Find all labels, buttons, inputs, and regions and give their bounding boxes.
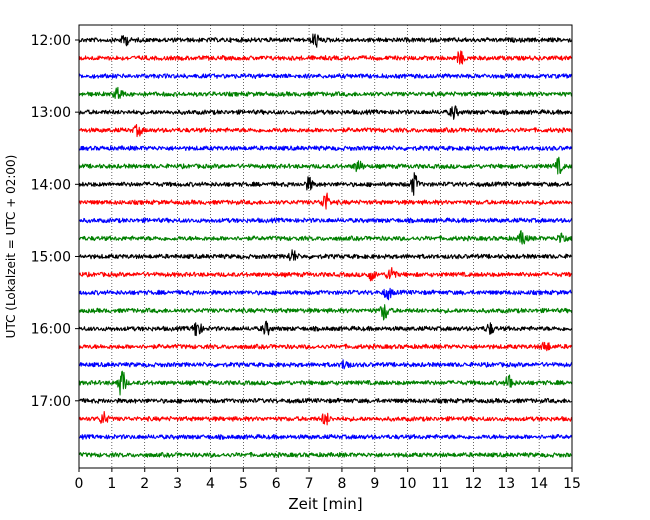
x-tick-label-9: 9 (370, 476, 379, 492)
x-tick-label-11: 11 (432, 476, 450, 492)
trace-9 (78, 192, 573, 210)
x-tick-label-10: 10 (399, 476, 417, 492)
trace-6 (78, 145, 573, 152)
trace-20 (78, 397, 573, 404)
x-tick-label-8: 8 (337, 476, 346, 492)
trace-4 (78, 105, 573, 120)
trace-22 (78, 433, 573, 440)
x-tick-label-2: 2 (140, 476, 149, 492)
x-tick-label-4: 4 (206, 476, 215, 492)
trace-3 (78, 86, 573, 99)
trace-16 (78, 320, 573, 337)
y-tick-label-1: 13:00 (31, 105, 71, 121)
trace-13 (78, 267, 572, 282)
x-tick-label-14: 14 (530, 476, 548, 492)
y-tick-label-2: 14:00 (31, 177, 71, 193)
x-axis: 0 1 2 3 4 5 6 7 8 9 10 11 12 13 14 15 (75, 468, 581, 492)
y-tick-label-4: 16:00 (31, 322, 71, 338)
trace-5 (78, 124, 573, 138)
trace-19 (78, 370, 573, 396)
x-tick-label-5: 5 (239, 476, 248, 492)
trace-0 (78, 33, 573, 48)
trace-23 (78, 451, 573, 458)
trace-14 (78, 287, 573, 301)
trace-17 (78, 341, 573, 352)
y-tick-label-5: 17:00 (31, 394, 71, 410)
x-tick-label-6: 6 (272, 476, 281, 492)
x-tick-label-7: 7 (305, 476, 314, 492)
y-axis-label: UTC (Lokalzeit = UTC + 02:00) (4, 155, 18, 339)
trace-12 (78, 249, 573, 262)
trace-8 (78, 172, 573, 196)
trace-15 (78, 304, 573, 321)
x-tick-label-13: 13 (497, 476, 515, 492)
x-tick-label-15: 15 (563, 476, 581, 492)
x-tick-label-12: 12 (464, 476, 482, 492)
x-tick-label-0: 0 (75, 476, 84, 492)
x-axis-label: Zeit [min] (288, 495, 362, 513)
trace-layer (78, 33, 573, 458)
x-tick-label-1: 1 (107, 476, 116, 492)
trace-18 (78, 359, 573, 370)
trace-7 (78, 156, 573, 175)
trace-21 (78, 410, 573, 426)
y-axis: 12:00 13:00 14:00 15:00 16:00 17:00 (31, 33, 79, 410)
grid-lines (111, 25, 540, 468)
trace-2 (78, 73, 573, 80)
plot-frame (78, 24, 573, 469)
x-tick-label-3: 3 (173, 476, 182, 492)
y-tick-label-3: 15:00 (31, 249, 71, 265)
y-tick-label-0: 12:00 (31, 33, 71, 49)
trace-11 (78, 230, 573, 245)
trace-1 (78, 50, 573, 65)
trace-10 (78, 217, 573, 224)
